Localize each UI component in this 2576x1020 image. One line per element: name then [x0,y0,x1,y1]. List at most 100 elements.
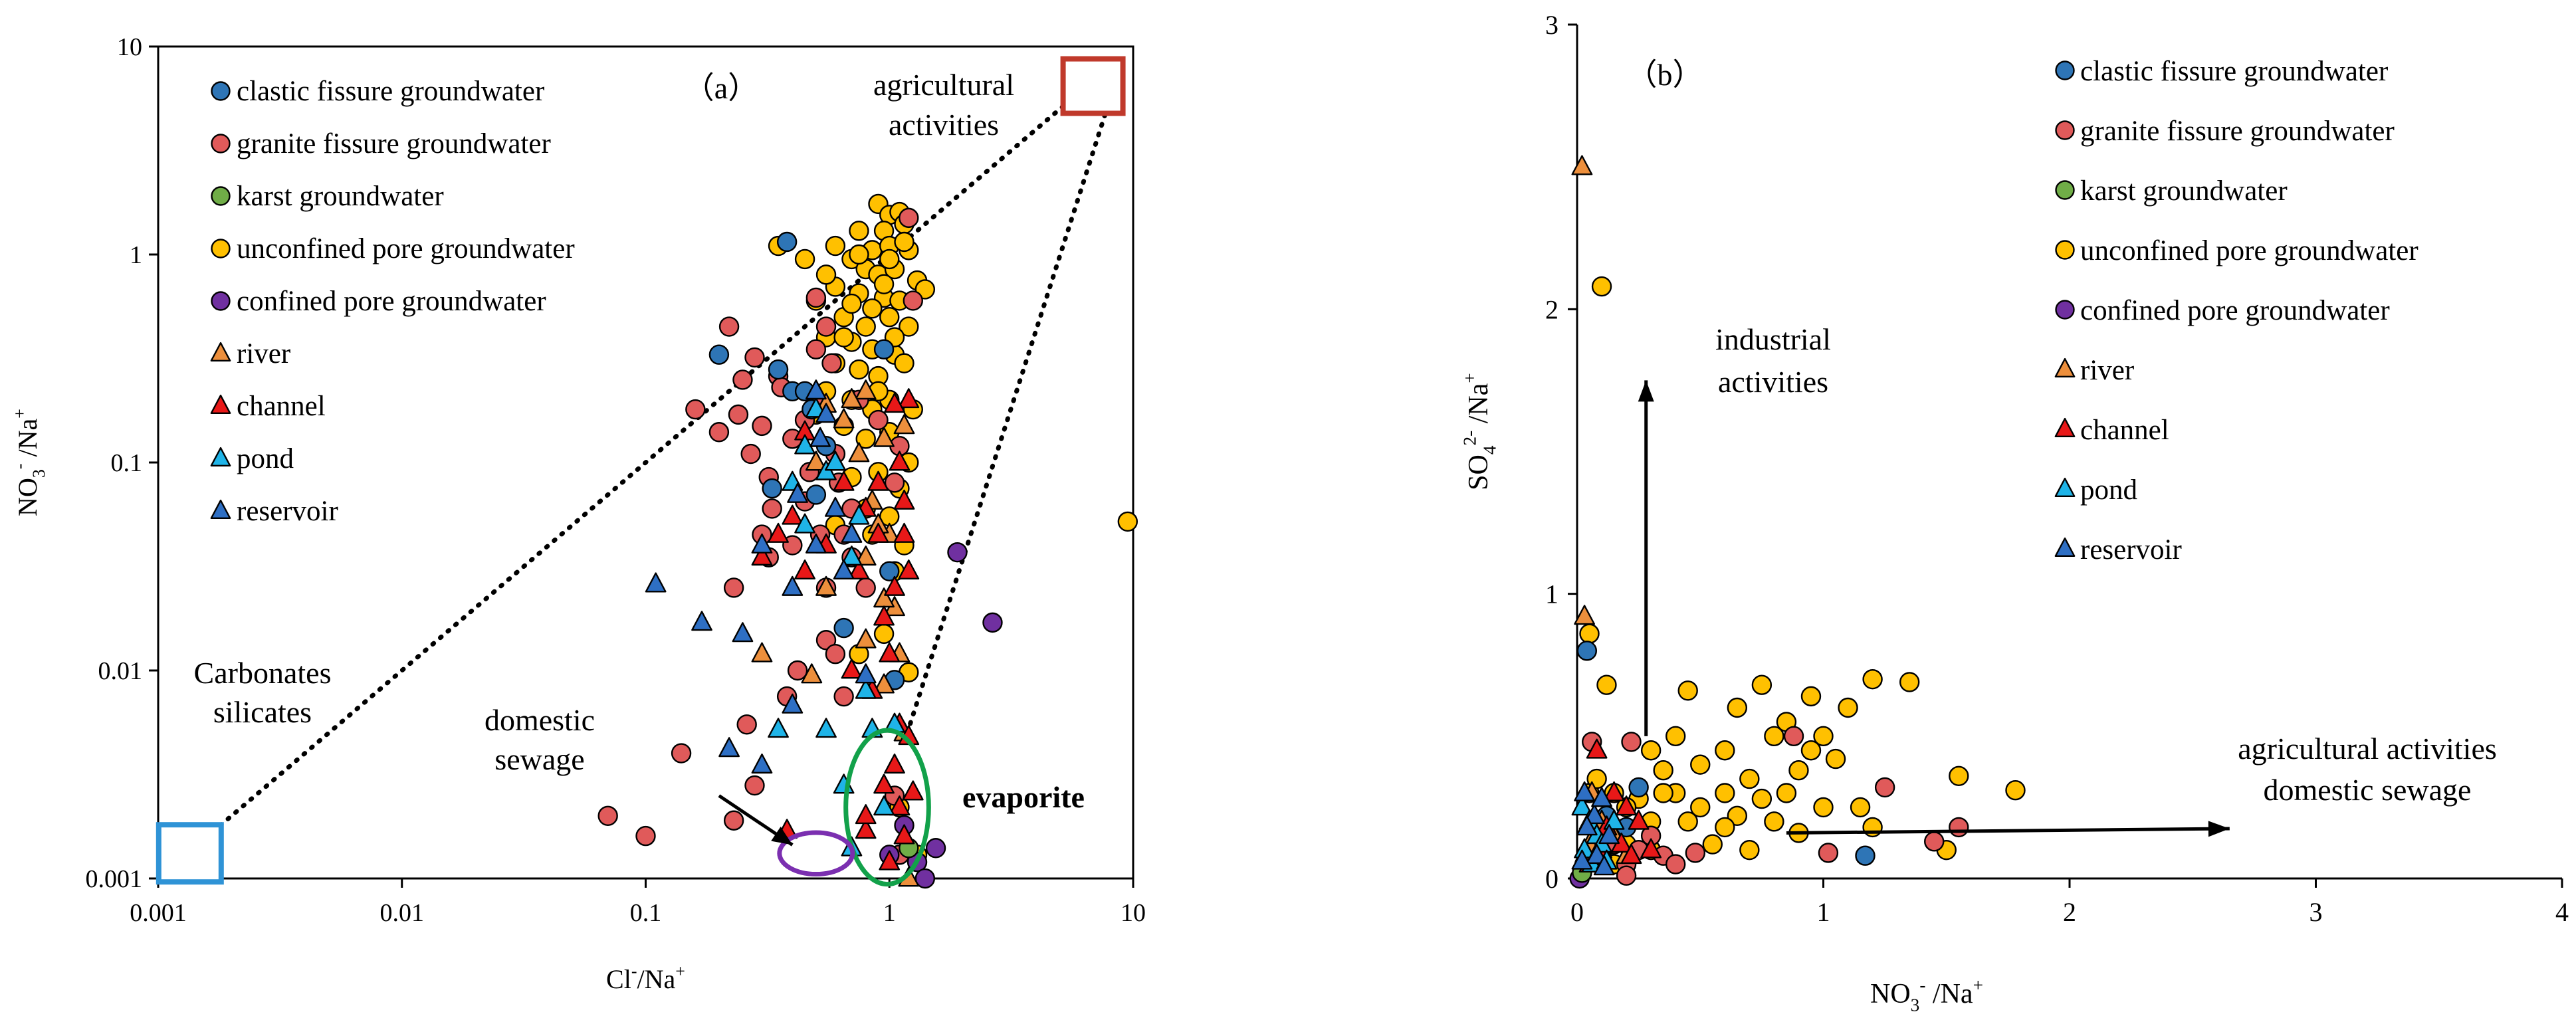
legend-label: channel [237,391,326,422]
channel-point [855,804,877,825]
unconfined-point [849,221,869,241]
river-point [801,663,823,684]
channel-point [889,795,911,816]
unconfined-point [1653,760,1673,781]
unconfined-point [862,298,883,319]
x-tick-label: 10 [1121,899,1146,927]
channel-point [867,522,889,543]
legend-marker-karst [2055,180,2075,200]
river-point [815,575,837,596]
confined-point [925,838,946,859]
unconfined-point [825,235,846,256]
y-tick-label: 1 [1545,579,1558,609]
granite-point [1818,843,1839,863]
confined-point [982,612,1003,633]
reservoir-point [782,693,804,714]
unconfined-point [1677,680,1698,701]
legend-marker-confined [2055,300,2075,320]
unconfined-point [2005,780,2026,801]
annotation-domestic: domestic [484,703,595,737]
x-tick-label: 4 [2555,897,2569,927]
reservoir-point [718,737,740,758]
pond-point [855,678,877,699]
river-point [1571,155,1593,175]
pond-point [794,513,815,534]
unconfined-point [1838,697,1858,718]
granite-point [685,399,706,420]
granite-point [635,825,656,847]
granite-point [884,472,905,493]
legend-marker-pond [2054,477,2076,497]
channel-point [1616,795,1638,816]
legend-marker-clastic [2055,60,2075,80]
river-point [833,408,855,429]
legend: clastic fissure groundwater granite fissu… [2054,56,2418,565]
legend-label: river [2080,355,2134,386]
river-point [848,442,870,462]
pond-point [873,795,895,816]
river-point [855,546,877,566]
annotation-evaporite: evaporite [962,780,1085,814]
granite-point [723,810,744,831]
channel-point [1640,838,1662,859]
clastic-point [833,617,854,639]
industrial-arrow-head [1638,380,1654,402]
x-tick-label: 0 [1570,897,1584,927]
channel-point [898,388,920,409]
unconfined-point [815,264,837,285]
x-tick-label: 0.001 [130,899,187,927]
unconfined-point [1825,748,1846,769]
unconfined-point [1677,811,1698,832]
x-tick-label: 3 [2309,897,2323,927]
legend-label: granite fissure groundwater [2080,116,2395,147]
annotation-agricultural: agricultural [873,68,1014,102]
unconfined-point [1579,623,1600,644]
unconfined-point [899,316,919,337]
channel-point [889,451,911,471]
granite-point [1621,732,1642,752]
unconfined-point [1727,697,1748,718]
legend-marker-river [2054,357,2076,377]
granite-point [805,287,827,308]
unconfined-point [1715,783,1735,803]
reservoir-point [732,622,754,643]
granite-point [805,339,827,359]
granite-point [1783,726,1804,747]
channel-point [879,642,901,663]
granite-point [815,316,837,337]
unconfined-point [855,429,876,449]
reservoir-point [1598,824,1620,845]
channel-point [782,504,804,525]
annotation-domestic: sewage [494,742,584,776]
legend-label: reservoir [237,496,338,527]
reservoir-point [805,379,827,400]
legend-marker-confined [211,291,231,311]
x-tick-label: 0.1 [630,899,662,927]
unconfined-point [873,274,895,294]
granite-point [821,353,842,373]
granite-point [903,290,923,311]
granite-point [732,369,753,390]
reservoir-point [855,663,877,684]
legend-label: unconfined pore groundwater [2080,235,2418,266]
channel-point [884,393,905,413]
channel-point [879,850,901,870]
unconfined-point [1690,754,1711,775]
x-axis-label: Cl-/Na+ [606,962,685,994]
unconfined-point [1862,668,1883,690]
agricultural-arrow-head [2208,821,2230,837]
river-point [893,414,915,435]
channel-point [768,522,789,543]
legend-marker-channel [210,394,231,414]
y-axis-label: SO42- /Na+ [1459,373,1499,490]
unconfined-point [1702,834,1723,855]
unconfined-point [1813,797,1834,818]
legend-label: pond [2080,474,2137,506]
unconfined-point [879,249,900,270]
annotation-agricultural: domestic sewage [2264,773,2472,807]
channel-point [1628,809,1650,830]
legend-label: reservoir [2080,534,2182,565]
confined-point [947,542,968,563]
unconfined-point [1764,811,1784,832]
reservoir-point [1571,849,1593,870]
